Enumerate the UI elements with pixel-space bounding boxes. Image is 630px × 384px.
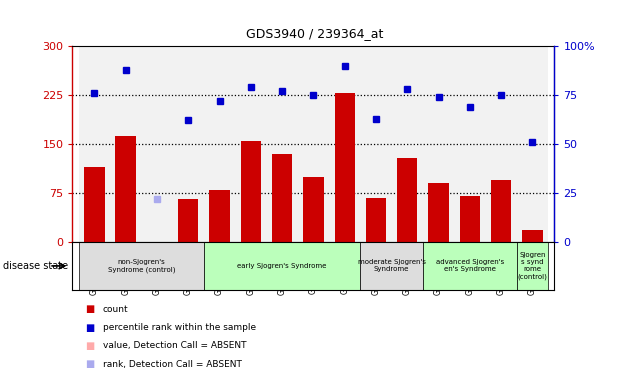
Bar <box>423 242 517 290</box>
Bar <box>517 46 548 242</box>
Bar <box>235 46 266 242</box>
Bar <box>173 46 204 242</box>
Text: moderate Sjogren's
Syndrome: moderate Sjogren's Syndrome <box>358 260 426 272</box>
Bar <box>454 46 486 242</box>
Bar <box>423 46 454 242</box>
Bar <box>366 197 386 242</box>
Text: advanced Sjogren's
en's Syndrome: advanced Sjogren's en's Syndrome <box>436 260 504 272</box>
Bar <box>204 46 235 242</box>
Bar <box>486 46 517 242</box>
Bar <box>79 46 110 242</box>
Bar <box>392 46 423 242</box>
Bar <box>79 242 204 290</box>
Bar <box>298 46 329 242</box>
Text: early Sjogren's Syndrome: early Sjogren's Syndrome <box>238 263 327 269</box>
Bar <box>266 46 298 242</box>
Text: ■: ■ <box>85 323 94 333</box>
Bar <box>141 46 173 242</box>
Text: value, Detection Call = ABSENT: value, Detection Call = ABSENT <box>103 341 246 351</box>
Bar <box>178 200 198 242</box>
Bar <box>209 190 230 242</box>
Bar <box>303 177 324 242</box>
Bar <box>517 242 548 290</box>
Bar <box>84 167 105 242</box>
Text: percentile rank within the sample: percentile rank within the sample <box>103 323 256 332</box>
Text: disease state: disease state <box>3 261 68 271</box>
Bar <box>491 180 512 242</box>
Text: GDS3940 / 239364_at: GDS3940 / 239364_at <box>246 27 384 40</box>
Bar <box>115 136 136 242</box>
Bar <box>329 46 360 242</box>
Bar <box>335 93 355 242</box>
Bar <box>241 141 261 242</box>
Bar <box>110 46 141 242</box>
Bar <box>272 154 292 242</box>
Bar <box>428 183 449 242</box>
Bar <box>204 242 360 290</box>
Text: ■: ■ <box>85 341 94 351</box>
Text: ■: ■ <box>85 359 94 369</box>
Bar <box>460 196 480 242</box>
Bar <box>397 158 418 242</box>
Text: non-Sjogren's
Syndrome (control): non-Sjogren's Syndrome (control) <box>108 259 175 273</box>
Bar <box>522 230 542 242</box>
Text: count: count <box>103 305 129 314</box>
Bar <box>360 242 423 290</box>
Text: ■: ■ <box>85 304 94 314</box>
Bar <box>360 46 392 242</box>
Text: rank, Detection Call = ABSENT: rank, Detection Call = ABSENT <box>103 360 241 369</box>
Text: Sjogren
s synd
rome
(control): Sjogren s synd rome (control) <box>518 252 547 280</box>
